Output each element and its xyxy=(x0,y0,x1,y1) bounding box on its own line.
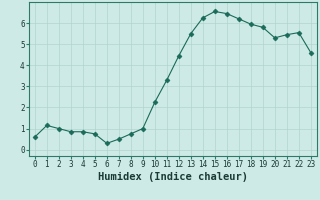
X-axis label: Humidex (Indice chaleur): Humidex (Indice chaleur) xyxy=(98,172,248,182)
